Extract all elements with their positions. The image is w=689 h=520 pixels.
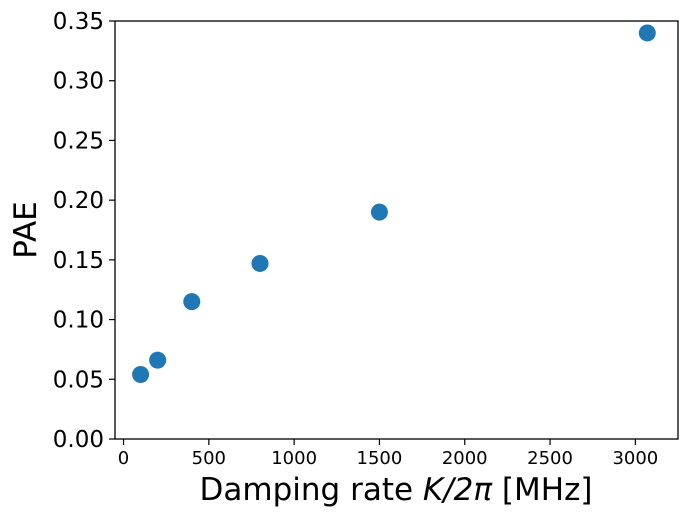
- x-axis-label: Damping rate K/2π [MHz]: [200, 472, 593, 508]
- x-tick-label: 1500: [357, 448, 403, 469]
- data-point: [370, 203, 388, 221]
- y-tick-label: 0.35: [53, 9, 104, 35]
- data-point: [183, 293, 201, 311]
- x-tick-label: 2500: [527, 448, 573, 469]
- y-tick-label: 0.30: [53, 69, 104, 95]
- x-tick-label: 500: [192, 448, 226, 469]
- x-axis-label-math: K/2π: [423, 472, 493, 508]
- x-tick-label: 0: [118, 448, 129, 469]
- x-axis-label-suffix: [MHz]: [492, 472, 592, 508]
- x-axis: 0 500 1000 1500 2000 2500 3000: [118, 439, 658, 469]
- y-tick-label: 0.15: [53, 248, 104, 274]
- plot-frame: [114, 20, 679, 440]
- data-point: [132, 366, 150, 384]
- x-axis-label-prefix: Damping rate: [200, 472, 423, 508]
- y-tick-label: 0.00: [53, 427, 104, 453]
- y-tick-label: 0.25: [53, 128, 104, 154]
- data-point: [251, 254, 269, 272]
- x-tick-label: 2000: [442, 448, 488, 469]
- x-tick-label: 1000: [271, 448, 317, 469]
- y-tick-label: 0.10: [53, 308, 104, 334]
- data-points: [132, 24, 656, 384]
- data-point: [149, 351, 167, 369]
- data-point: [638, 24, 656, 42]
- x-tick-label: 3000: [612, 448, 658, 469]
- y-axis-label: PAE: [8, 201, 44, 259]
- y-tick-label: 0.20: [53, 188, 104, 214]
- y-tick-label: 0.05: [53, 367, 104, 393]
- y-axis: 0.00 0.05 0.10 0.15 0.20 0.25 0.30 0.35: [53, 9, 115, 453]
